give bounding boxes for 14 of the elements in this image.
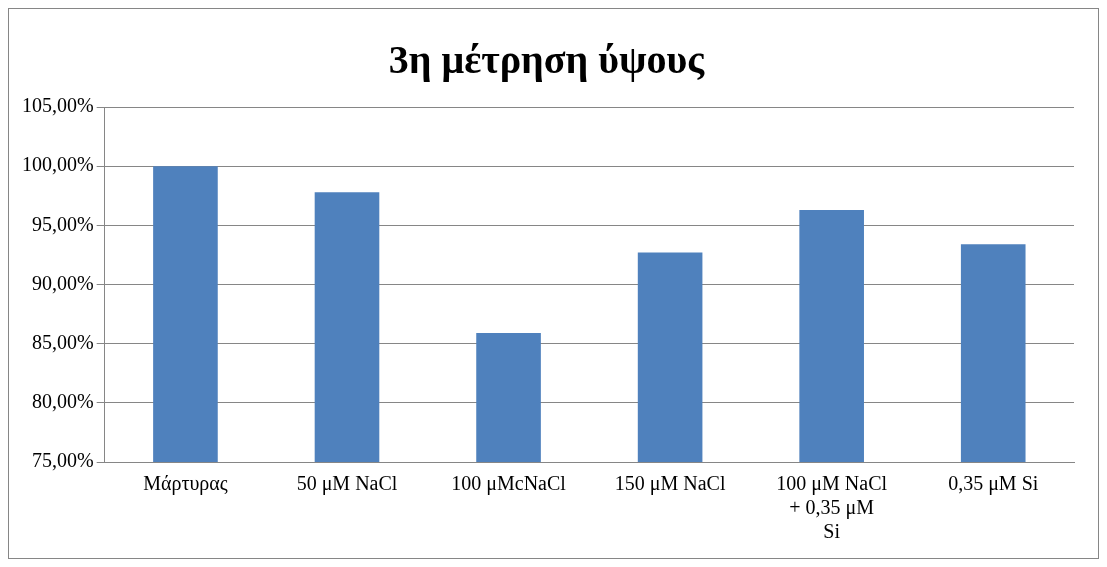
x-tick-label: 50 μM NaCl [296,472,398,496]
x-tick-label: Μάρτυρας [143,472,228,496]
y-tick-label: 75,00% [31,449,94,472]
y-tick-label: 95,00% [31,212,94,235]
y-tick-label: 100,00% [21,153,94,176]
x-tick-label: 0,35 μM Si [948,472,1039,496]
x-tick-label: 100 μMcNaCl [451,472,567,496]
y-tick-label: 80,00% [31,390,94,413]
y-tick-label: 85,00% [31,330,94,353]
y-tick-label: 90,00% [31,271,94,294]
x-tick-label: 100 μM NaCl + 0,35 μM Si [776,472,888,543]
chart-title: 3η μέτρηση ύψους [388,37,706,83]
y-tick-label: 105,00% [21,94,94,117]
x-tick-label: 150 μM NaCl [614,472,726,496]
